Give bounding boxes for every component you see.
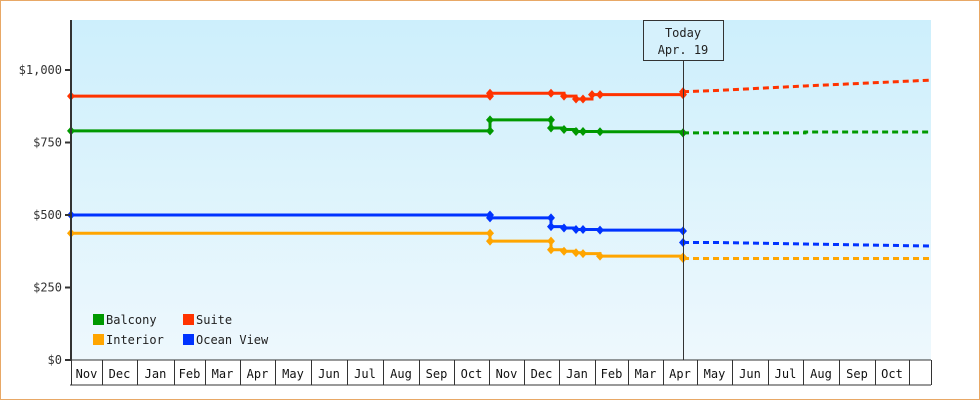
data-point-marker[interactable] <box>579 225 587 234</box>
data-point-marker[interactable] <box>560 246 568 256</box>
data-point-marker[interactable] <box>547 222 555 232</box>
data-point-marker[interactable] <box>547 245 555 255</box>
legend-label: Ocean View <box>196 333 269 347</box>
legend-label: Interior <box>106 333 164 347</box>
x-tick-label-may: May <box>704 367 726 381</box>
x-tick-label-sep: Sep <box>846 367 868 381</box>
data-point-marker[interactable] <box>560 124 568 134</box>
data-point-marker[interactable] <box>579 126 587 136</box>
data-point-marker[interactable] <box>486 228 494 238</box>
data-point-marker[interactable] <box>596 251 604 261</box>
data-point-marker[interactable] <box>486 213 494 223</box>
data-point-marker[interactable] <box>547 123 555 133</box>
data-point-marker[interactable] <box>572 94 580 104</box>
y-tick-label: $500 <box>33 208 62 222</box>
data-point-marker[interactable] <box>596 225 604 235</box>
legend-label: Suite <box>196 313 232 327</box>
x-tick-label-sep: Sep <box>426 367 448 381</box>
x-tick-label-feb: Feb <box>601 367 623 381</box>
x-tick-label-dec: Dec <box>109 367 131 381</box>
data-point-marker[interactable] <box>588 90 596 100</box>
series-balcony <box>67 115 930 138</box>
data-point-marker[interactable] <box>572 225 580 234</box>
plot-area <box>71 20 931 360</box>
x-tick-label-mar: Mar <box>635 367 657 381</box>
x-tick-label-oct: Oct <box>461 367 483 381</box>
data-point-marker[interactable] <box>579 249 587 259</box>
forecast-line <box>682 78 931 94</box>
today-marker: Today Apr. 19 <box>643 20 724 360</box>
forecast-line <box>683 241 931 248</box>
today-date: Apr. 19 <box>658 43 709 57</box>
data-point-marker[interactable] <box>572 248 580 258</box>
data-point-marker[interactable] <box>560 91 568 101</box>
data-point-marker[interactable] <box>486 115 494 125</box>
data-point-marker[interactable] <box>547 88 555 98</box>
legend-item-suite[interactable]: Suite <box>183 313 232 327</box>
series-interior <box>67 228 930 263</box>
x-tick-label-jan: Jan <box>145 367 167 381</box>
data-point-marker[interactable] <box>547 115 555 125</box>
today-label: Today <box>665 26 701 40</box>
x-tick-label-nov: Nov <box>496 367 518 381</box>
y-tick-label: $750 <box>33 136 62 150</box>
series-suite <box>67 78 931 104</box>
data-point-marker[interactable] <box>547 236 555 246</box>
forecast-line <box>683 130 930 135</box>
x-tick-label-aug: Aug <box>390 367 412 381</box>
x-tick-label-apr: Apr <box>247 367 269 381</box>
legend-label: Balcony <box>106 313 157 327</box>
x-tick-label-feb: Feb <box>179 367 201 381</box>
data-point-marker[interactable] <box>560 223 568 233</box>
legend-swatch-icon <box>183 314 194 325</box>
x-tick-label-aug: Aug <box>810 367 832 381</box>
data-point-marker[interactable] <box>547 213 555 223</box>
legend-swatch-icon <box>93 314 104 325</box>
series-layer <box>67 78 931 263</box>
x-tick-label-jul: Jul <box>775 367 797 381</box>
x-tick-label-mar: Mar <box>212 367 234 381</box>
x-tick-label-dec: Dec <box>531 367 553 381</box>
data-point-marker[interactable] <box>572 126 580 136</box>
data-point-marker[interactable] <box>596 90 604 100</box>
legend-item-interior[interactable]: Interior <box>93 333 164 347</box>
x-tick-label-jan: Jan <box>566 367 588 381</box>
data-point-marker[interactable] <box>486 126 494 136</box>
legend-item-balcony[interactable]: Balcony <box>93 313 157 327</box>
today-label-box <box>643 20 724 61</box>
legend-item-ocean-view[interactable]: Ocean View <box>183 333 269 347</box>
data-point-marker[interactable] <box>579 94 587 104</box>
data-point-marker[interactable] <box>486 88 494 98</box>
x-tick-label-jun: Jun <box>318 367 340 381</box>
series-ocean-view <box>67 210 931 248</box>
y-tick-label: $250 <box>33 281 62 295</box>
data-point-marker[interactable] <box>596 127 604 137</box>
y-tick-label: $0 <box>48 353 62 367</box>
data-point-marker[interactable] <box>486 236 494 246</box>
y-tick-label: $1,000 <box>19 63 62 77</box>
axes-layer: $0 $250 $500 $750 $1,000 Nov Dec Jan Feb Mar Apr Ma… <box>19 20 932 386</box>
legend: Balcony Suite Interior Ocean View <box>93 313 269 347</box>
legend-swatch-icon <box>183 334 194 345</box>
x-tick-label-may: May <box>282 367 304 381</box>
x-tick-label-jun: Jun <box>739 367 761 381</box>
x-tick-label-nov: Nov <box>76 367 98 381</box>
legend-swatch-icon <box>93 334 104 345</box>
x-tick-label-apr: Apr <box>669 367 691 381</box>
x-tick-label-oct: Oct <box>881 367 903 381</box>
x-tick-label-jul: Jul <box>354 367 376 381</box>
